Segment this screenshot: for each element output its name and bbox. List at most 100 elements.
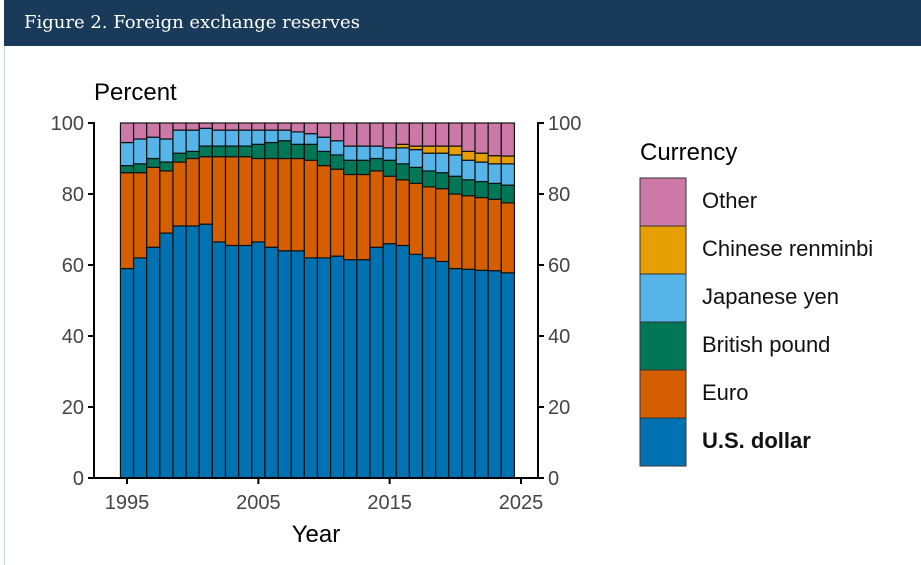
- bar-segment-euro-2015: [382, 175, 397, 245]
- bar-segment-british-pound-2004: [238, 145, 253, 158]
- bar-segment-chinese-renminbi-2018: [421, 145, 437, 154]
- bar-segment-japanese-yen-2013: [356, 145, 371, 161]
- bar-segment-japanese-yen-1996: [132, 138, 148, 165]
- bar-segment-u-s-dollar-2019: [435, 260, 450, 479]
- bar-segment-british-pound-2017: [408, 166, 424, 184]
- bar-segment-british-pound-2019: [435, 172, 450, 190]
- bar-segment-japanese-yen-2008: [290, 131, 305, 145]
- bar-segment-u-s-dollar-2002: [211, 241, 227, 479]
- bar-segment-euro-2002: [211, 156, 227, 243]
- bar-segment-other-2023: [487, 122, 502, 157]
- bar-segment-chinese-renminbi-2021: [461, 150, 476, 161]
- bar-segment-other-1997: [146, 122, 161, 138]
- bar-segment-euro-1996: [132, 172, 148, 259]
- bar-segment-japanese-yen-1998: [159, 138, 174, 163]
- bar-segment-euro-1995: [119, 172, 135, 270]
- bar-segment-other-1998: [159, 122, 174, 140]
- bar-segment-u-s-dollar-2024: [500, 272, 516, 479]
- bar-segment-other-2006: [264, 122, 279, 131]
- bar-segment-british-pound-2009: [303, 143, 319, 161]
- bar-segment-japanese-yen-2018: [421, 152, 437, 172]
- bar-segment-euro-1997: [146, 166, 161, 248]
- y-tick-label-right: 100: [548, 113, 581, 135]
- bar-segment-chinese-renminbi-2024: [500, 155, 516, 165]
- bar-segment-other-2011: [329, 122, 345, 142]
- bar-segment-british-pound-2021: [461, 179, 476, 197]
- y-tick-label-left: 0: [73, 468, 84, 490]
- bar-segment-japanese-yen-2009: [303, 133, 319, 145]
- bar-segment-british-pound-2002: [211, 145, 227, 158]
- x-tick-label: 2005: [236, 492, 281, 514]
- bar-segment-japanese-yen-2019: [435, 152, 450, 174]
- bar-segment-euro-2007: [277, 157, 292, 252]
- bar-segment-u-s-dollar-2009: [303, 257, 319, 479]
- bar-segment-japanese-yen-2023: [487, 163, 502, 184]
- legend-label-japanese-yen: Japanese yen: [702, 284, 839, 309]
- bar-segment-euro-2016: [395, 179, 410, 247]
- legend-title: Currency: [640, 139, 737, 166]
- bar-segment-british-pound-2003: [224, 145, 240, 158]
- bar-segment-u-s-dollar-2010: [316, 257, 332, 479]
- bar-segment-u-s-dollar-2001: [198, 223, 213, 479]
- bar-segment-other-2005: [251, 122, 266, 131]
- bar-segment-british-pound-1997: [146, 157, 161, 168]
- bar-segment-other-2007: [277, 122, 292, 131]
- legend: Currency Other Chinese renminbi Japanese y…: [639, 139, 873, 467]
- bar-segment-u-s-dollar-2020: [448, 267, 463, 479]
- bar-segment-other-2017: [408, 122, 424, 147]
- x-tick-label: 2015: [367, 492, 412, 514]
- bar-segment-euro-2017: [408, 182, 424, 255]
- bar-segment-british-pound-1995: [119, 165, 135, 174]
- bar-segment-japanese-yen-2010: [316, 136, 332, 152]
- bar-segment-u-s-dollar-2017: [408, 253, 424, 479]
- bar-segment-euro-2020: [448, 193, 463, 270]
- bar-segment-euro-2023: [487, 198, 502, 272]
- bar-segment-british-pound-2008: [290, 143, 305, 160]
- bar-segment-other-2018: [421, 122, 437, 147]
- bar-segment-euro-2012: [343, 173, 358, 261]
- bar-segment-british-pound-2014: [369, 157, 384, 172]
- bar-segment-chinese-renminbi-2022: [474, 152, 489, 163]
- bar-segment-u-s-dollar-1996: [132, 257, 148, 479]
- bar-segment-japanese-yen-1999: [172, 129, 187, 154]
- y-tick-label-left: 60: [62, 255, 84, 277]
- bar-segment-u-s-dollar-1995: [119, 267, 135, 479]
- bar-segment-other-2004: [238, 122, 253, 131]
- bar-segment-u-s-dollar-2015: [382, 243, 397, 479]
- bar-segment-euro-2021: [461, 195, 476, 270]
- bar-segment-euro-2013: [356, 173, 371, 261]
- bar-segment-other-2020: [448, 122, 463, 147]
- bar-segment-euro-2006: [264, 157, 279, 248]
- axes-group: 0 0 20 20 40 40 60 60 80 80 100 100 1995 2005 2015 2025: [51, 113, 582, 514]
- legend-swatch-euro: [639, 369, 687, 419]
- legend-label-other: Other: [702, 188, 757, 213]
- bar-segment-other-1999: [172, 122, 187, 131]
- bar-segment-chinese-renminbi-2020: [448, 145, 463, 156]
- bar-segment-other-2021: [461, 122, 476, 152]
- bar-segment-euro-2014: [369, 170, 384, 248]
- bar-segment-other-2003: [224, 122, 240, 131]
- bar-segment-british-pound-2018: [421, 170, 437, 188]
- bar-segment-japanese-yen-2000: [185, 129, 200, 153]
- y-tick-label-right: 20: [548, 397, 570, 419]
- bar-segment-other-2014: [369, 122, 384, 147]
- bar-segment-japanese-yen-2005: [251, 129, 266, 145]
- bar-segment-other-2015: [382, 122, 397, 149]
- bar-segment-u-s-dollar-2006: [264, 246, 279, 479]
- bar-segment-euro-2011: [329, 168, 345, 257]
- y-tick-label-right: 80: [548, 184, 570, 206]
- bar-segment-japanese-yen-2015: [382, 147, 397, 161]
- bar-segment-japanese-yen-1997: [146, 136, 161, 160]
- bar-segment-u-s-dollar-2021: [461, 268, 476, 479]
- bar-segment-british-pound-2024: [500, 184, 516, 204]
- bar-segment-u-s-dollar-2003: [224, 244, 240, 479]
- bar-segment-euro-2003: [224, 156, 240, 247]
- x-tick-label: 2025: [499, 492, 544, 514]
- legend-swatch-british-pound: [639, 321, 687, 371]
- bar-segment-u-s-dollar-1997: [146, 246, 161, 479]
- bar-segment-other-2016: [395, 122, 410, 145]
- bar-segment-u-s-dollar-1999: [172, 225, 187, 479]
- bar-segment-u-s-dollar-2023: [487, 270, 502, 479]
- bar-segment-japanese-yen-2020: [448, 154, 463, 177]
- legend-swatch-u-s-dollar: [639, 417, 687, 467]
